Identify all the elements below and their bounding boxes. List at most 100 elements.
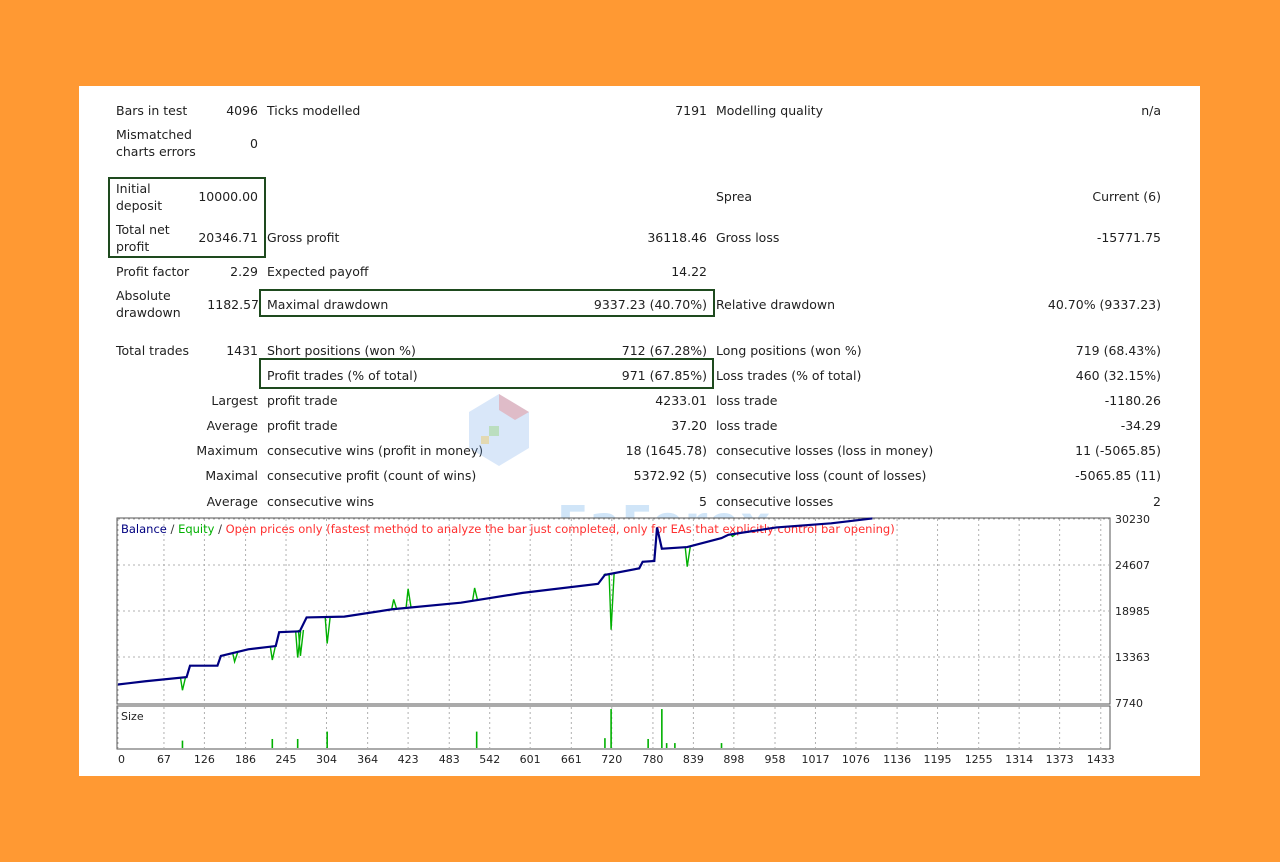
x-tick-label: 720 <box>601 753 622 766</box>
chart-legend: Balance / Equity / Open prices only (fas… <box>121 522 895 536</box>
x-tick-label: 1017 <box>801 753 829 766</box>
x-tick-label: 1433 <box>1087 753 1115 766</box>
initial-label-2: deposit <box>116 198 163 213</box>
ticks-label: Ticks modelled <box>267 103 361 118</box>
mcw-value: 18 (1645.78) <box>625 443 707 458</box>
spread-value: Current (6) <box>1092 189 1161 204</box>
x-tick-label: 1195 <box>924 753 952 766</box>
ll-label: loss trade <box>716 393 778 408</box>
net-label-1: Total net <box>116 222 170 237</box>
x-tick-label: 839 <box>683 753 704 766</box>
x-tick-label: 661 <box>561 753 582 766</box>
quality-label: Modelling quality <box>716 103 824 118</box>
quality-value: n/a <box>1141 103 1161 118</box>
maxdd-label: Maximal drawdown <box>267 297 389 312</box>
lp-label: profit trade <box>267 393 338 408</box>
bars-value: 4096 <box>226 103 258 118</box>
ll-value: -1180.26 <box>1104 393 1161 408</box>
mcls-label: consecutive loss (count of losses) <box>716 468 927 483</box>
ep-label: Expected payoff <box>267 264 369 279</box>
mcw-label: consecutive wins (profit in money) <box>267 443 484 458</box>
mismatch-label-2: charts errors <box>116 144 196 159</box>
x-tick-label: 958 <box>765 753 786 766</box>
equity-dip <box>391 599 398 610</box>
trades-value: 1431 <box>226 343 258 358</box>
mcls-value: -5065.85 (11) <box>1075 468 1161 483</box>
largest-label: Largest <box>211 393 258 408</box>
x-tick-label: 245 <box>276 753 297 766</box>
y-tick-label: 7740 <box>1115 697 1143 710</box>
short-value: 712 (67.28%) <box>621 343 707 358</box>
ap-value: 37.20 <box>671 418 707 433</box>
x-tick-label: 542 <box>479 753 500 766</box>
gross-loss-value: -15771.75 <box>1096 230 1161 245</box>
bars-label: Bars in test <box>116 103 188 118</box>
equity-dip <box>269 646 276 661</box>
x-tick-label: 601 <box>520 753 541 766</box>
average2-label: Average <box>206 494 258 509</box>
maximal-label: Maximal <box>205 468 258 483</box>
average-label: Average <box>206 418 258 433</box>
acl-value: 2 <box>1153 494 1161 509</box>
x-tick-label: 1255 <box>965 753 993 766</box>
abs-label-1: Absolute <box>116 288 171 303</box>
x-tick-label: 1076 <box>842 753 870 766</box>
y-tick-label: 30230 <box>1115 513 1150 526</box>
x-tick-label: 304 <box>316 753 337 766</box>
al-value: -34.29 <box>1120 418 1161 433</box>
maximum-label: Maximum <box>196 443 258 458</box>
equity-dip <box>231 652 239 665</box>
initial-value: 10000.00 <box>198 189 258 204</box>
equity-dip <box>471 587 479 601</box>
pt-label: Profit trades (% of total) <box>267 368 418 383</box>
initial-label-1: Initial <box>116 181 151 196</box>
mcp-value: 5372.92 (5) <box>633 468 707 483</box>
mcl-label: consecutive losses (loss in money) <box>716 443 934 458</box>
y-tick-label: 24607 <box>1115 559 1150 572</box>
reldd-value: 40.70% (9337.23) <box>1047 297 1161 312</box>
reldd-label: Relative drawdown <box>716 297 836 312</box>
ap-label: profit trade <box>267 418 338 433</box>
x-tick-label: 780 <box>642 753 663 766</box>
acl-label: consecutive losses <box>716 494 834 509</box>
x-tick-label: 1314 <box>1005 753 1033 766</box>
equity-dip <box>297 629 305 656</box>
pf-label: Profit factor <box>116 264 190 279</box>
pt-value: 971 (67.85%) <box>621 368 707 383</box>
acw-label: consecutive wins <box>267 494 375 509</box>
x-tick-label: 67 <box>157 753 171 766</box>
abs-value: 1182.57 <box>207 297 259 312</box>
x-tick-label: 364 <box>357 753 378 766</box>
net-label-2: profit <box>116 239 150 254</box>
deposit-profit-highlight <box>108 177 266 258</box>
legend-equity: Equity <box>178 522 215 536</box>
acw-value: 5 <box>699 494 707 509</box>
equity-dip <box>405 588 412 608</box>
lt-value: 460 (32.15%) <box>1075 368 1161 383</box>
size-plot-frame <box>116 705 1111 750</box>
report-panel: Bars in test 4096 Ticks modelled 7191 Mo… <box>79 86 1200 776</box>
long-value: 719 (68.43%) <box>1075 343 1161 358</box>
y-tick-label: 13363 <box>1115 651 1150 664</box>
long-label: Long positions (won %) <box>716 343 862 358</box>
equity-dip <box>608 573 615 630</box>
gross-loss-label: Gross loss <box>716 230 780 245</box>
lp-value: 4233.01 <box>655 393 707 408</box>
x-tick-label: 126 <box>194 753 215 766</box>
x-tick-label: 1373 <box>1046 753 1074 766</box>
short-label: Short positions (won %) <box>267 343 416 358</box>
ep-value: 14.22 <box>671 264 707 279</box>
gross-profit-value: 36118.46 <box>647 230 707 245</box>
equity-dip <box>179 677 187 691</box>
size-label: Size <box>121 710 144 723</box>
profit-trades-highlight <box>259 358 714 389</box>
trades-label: Total trades <box>116 343 190 358</box>
mcp-label: consecutive profit (count of wins) <box>267 468 477 483</box>
x-tick-label: 186 <box>235 753 256 766</box>
lt-label: Loss trades (% of total) <box>716 368 862 383</box>
equity-dip <box>324 616 331 644</box>
mcl-value: 11 (-5065.85) <box>1075 443 1161 458</box>
mismatch-value: 0 <box>250 136 258 151</box>
x-tick-label: 483 <box>439 753 460 766</box>
balance-series-line <box>117 517 873 686</box>
